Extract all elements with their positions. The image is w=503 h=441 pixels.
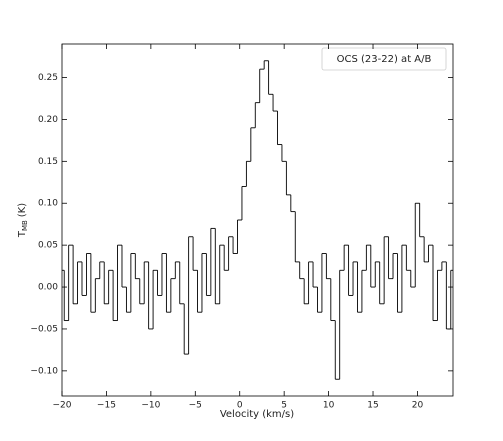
y-tick-label: 0.00: [38, 283, 58, 293]
plot-frame: [61, 43, 454, 397]
y-axis-label: TMB (K): [17, 203, 29, 238]
x-tick-label: 10: [323, 401, 335, 411]
x-axis-label: Velocity (km/s): [220, 409, 294, 420]
y-label-unit: (K): [17, 203, 28, 217]
legend-label: OCS (23-22) at A/B: [337, 54, 432, 65]
y-tick-label: −0.05: [30, 324, 58, 334]
y-tick-label: 0.20: [38, 115, 58, 125]
y-tick-label: 0.10: [38, 199, 58, 209]
x-tick-label: 5: [281, 401, 287, 411]
x-tick-label: 20: [412, 401, 424, 411]
y-tick-label: 0.15: [38, 157, 58, 167]
x-tick-label: −15: [97, 401, 116, 411]
x-tick-label: 0: [237, 401, 243, 411]
x-tick-label: −10: [141, 401, 160, 411]
y-label-sub: MB: [21, 220, 29, 231]
spectrum: [62, 60, 453, 380]
x-tick-label: −20: [53, 401, 72, 411]
x-tick-label: −5: [189, 401, 202, 411]
y-tick-label: 0.05: [38, 241, 58, 251]
y-tick-label: 0.25: [38, 73, 58, 83]
y-tick-label: −0.10: [30, 366, 58, 376]
y-label-main: T: [17, 230, 28, 238]
legend-box: [321, 47, 447, 71]
x-tick-label: 15: [367, 401, 378, 411]
